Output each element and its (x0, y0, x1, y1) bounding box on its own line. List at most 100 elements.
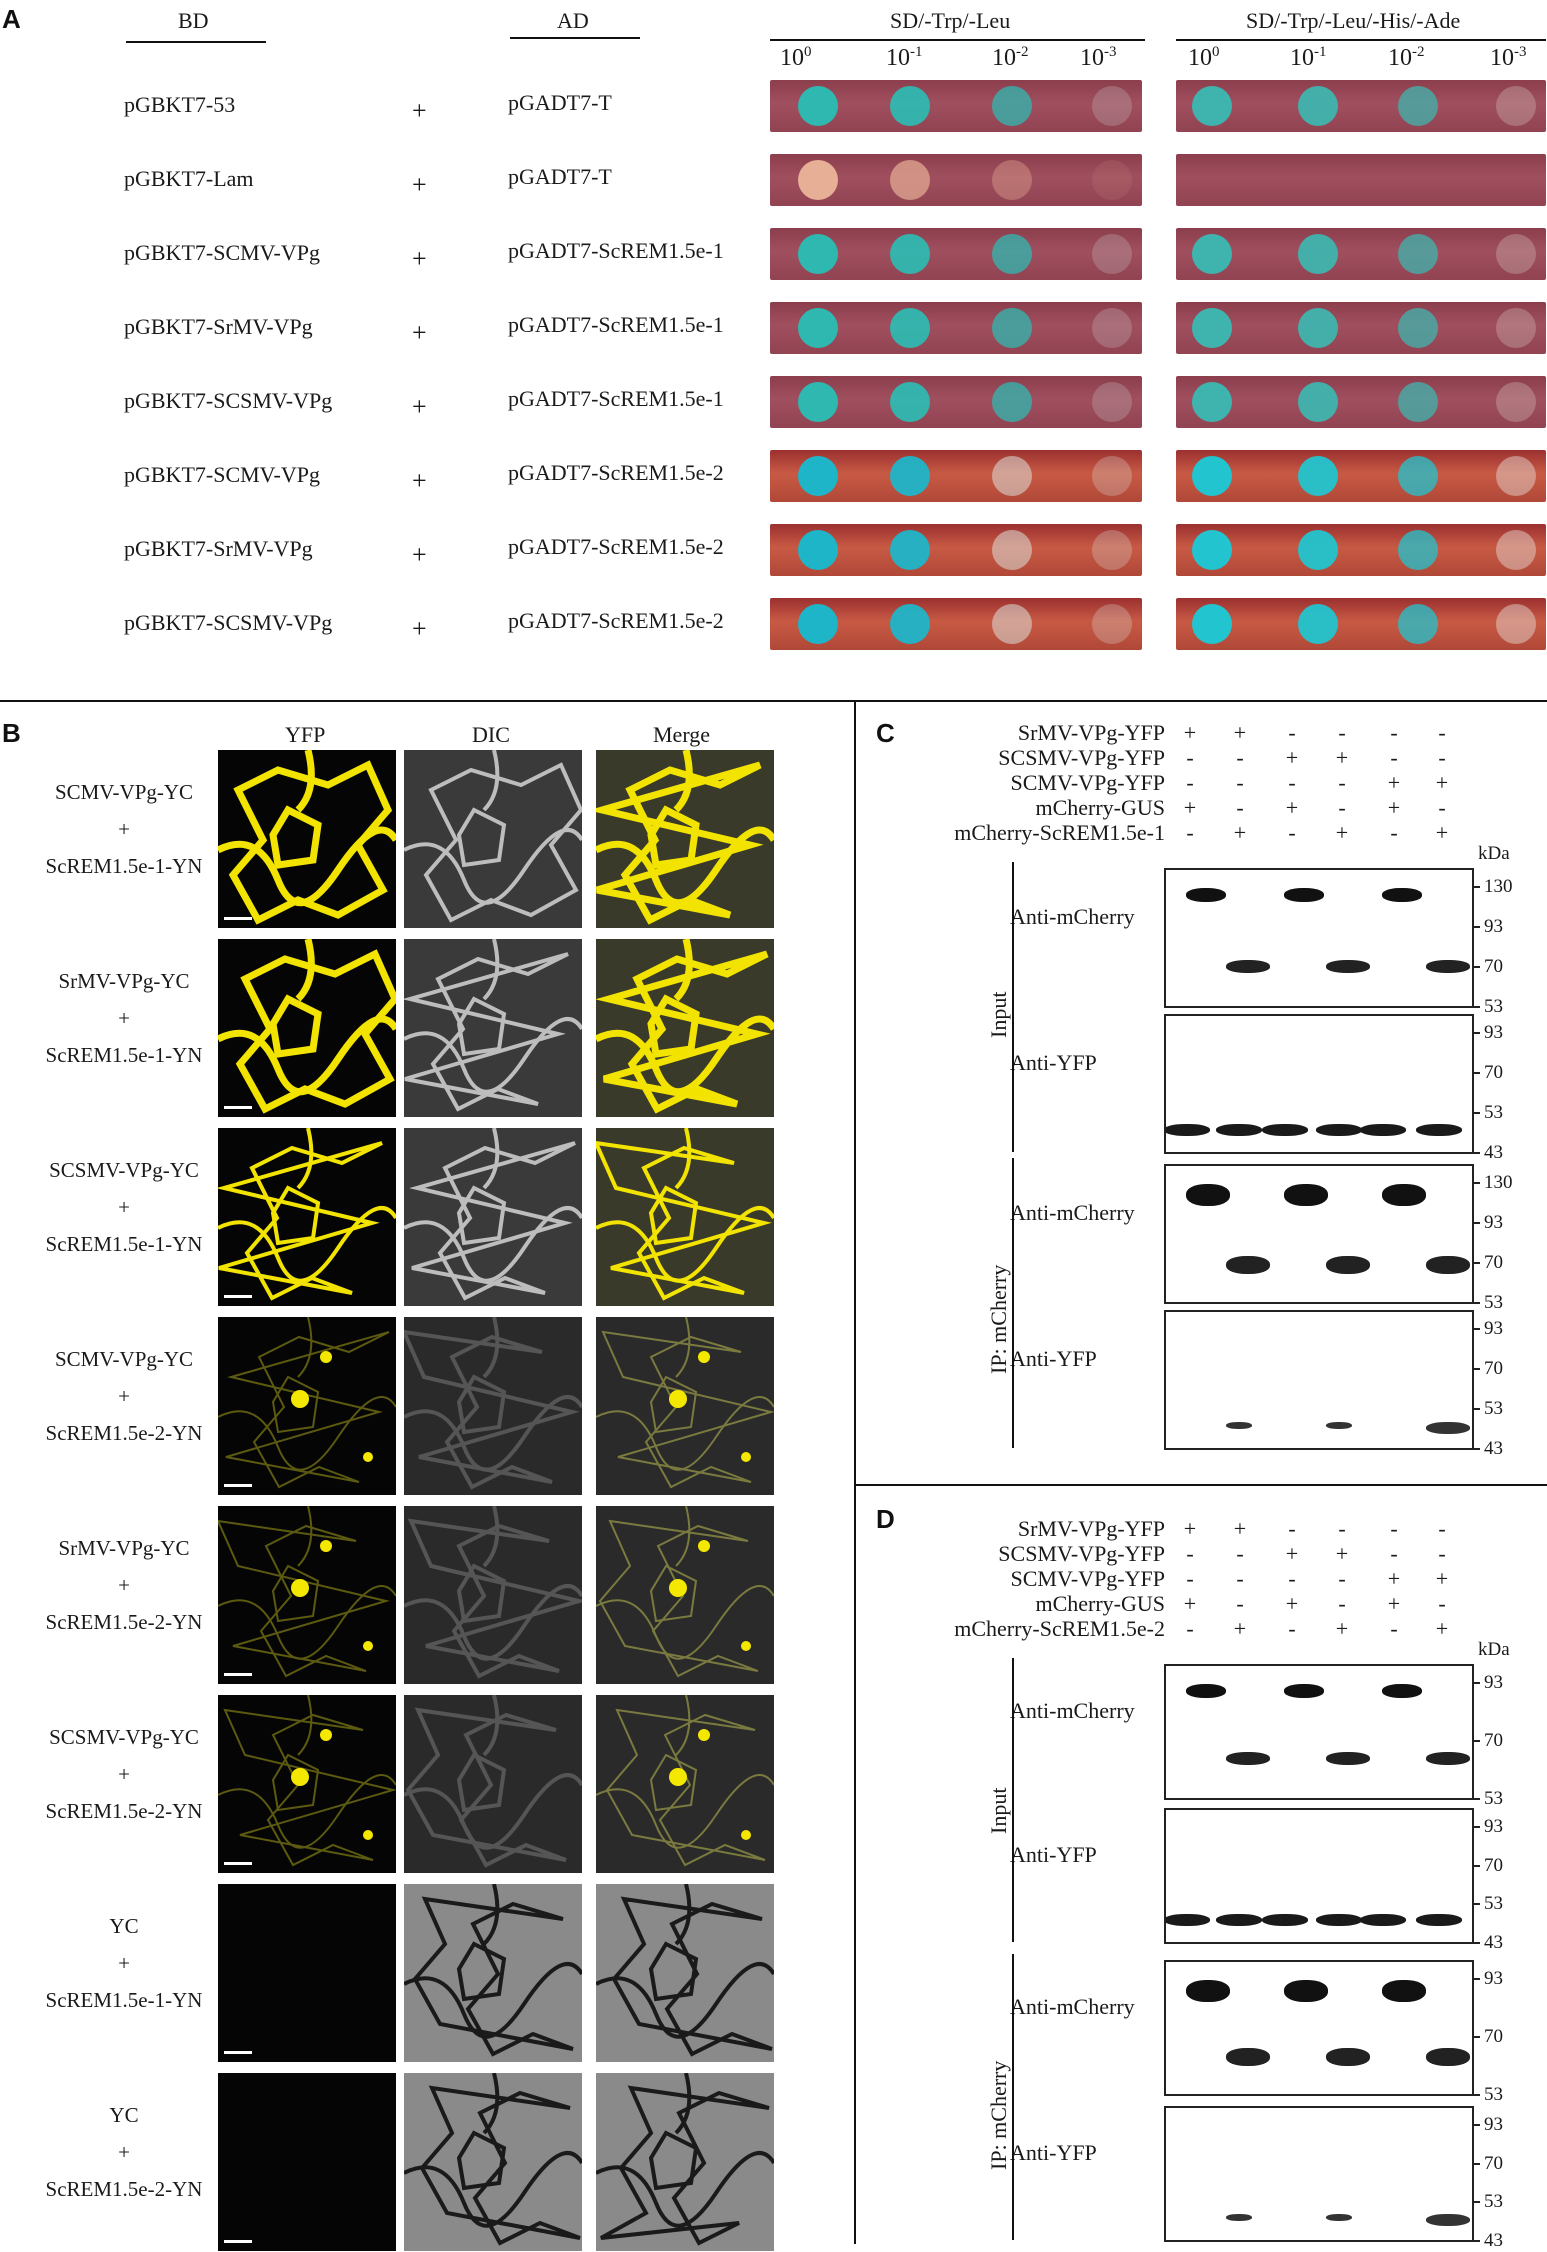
micrograph-yfp (218, 750, 396, 928)
marker-tick (1472, 2240, 1480, 2242)
treatment-sign: + (1335, 1541, 1349, 1566)
treatment-sign: - (1236, 795, 1244, 820)
marker-tick (1472, 1112, 1480, 1114)
bd-construct: pGBKT7-SrMV-VPg (124, 536, 313, 561)
colony-spot (992, 160, 1032, 200)
micrograph-dic (404, 1506, 582, 1684)
marker-kda: 70 (1484, 2026, 1503, 2047)
marker-tick (1472, 1740, 1480, 1742)
western-blot (1164, 1014, 1474, 1154)
bifc-row-label: SrMV-VPg-YC + ScREM1.5e-1-YN (0, 969, 248, 1068)
colony-spot (1496, 604, 1536, 644)
ad-construct: pGADT7-T (508, 164, 612, 189)
plus-sign: + (412, 392, 427, 421)
treatment-sign: - (1338, 770, 1346, 795)
rem-band (1326, 2048, 1370, 2066)
treatment-sign: - (1236, 1591, 1244, 1616)
rem-band (1226, 1752, 1270, 1765)
bifc-yn-construct: ScREM1.5e-2-YN (45, 1421, 203, 1445)
marker-kda: 93 (1484, 1212, 1503, 1233)
yfp-band (1166, 1914, 1210, 1926)
colony-spot (1298, 456, 1338, 496)
marker-tick (1472, 886, 1480, 888)
bifc-yc-construct: SrMV-VPg-YC (58, 1536, 190, 1560)
marker-kda: 53 (1484, 2084, 1503, 2105)
antibody-label: Anti-YFP (1010, 2140, 1097, 2165)
marker-tick (1472, 1006, 1480, 1008)
colony-spot (1398, 530, 1438, 570)
treatment-sign: - (1236, 1566, 1244, 1591)
marker-tick (1472, 2162, 1480, 2165)
treatment-sign: - (1390, 1616, 1398, 1641)
treatment-sign: + (1183, 795, 1197, 820)
antibody-label: Anti-YFP (1010, 1346, 1097, 1371)
bifc-yn-construct: ScREM1.5e-2-YN (45, 1610, 203, 1634)
rem-band (1426, 1256, 1470, 1274)
dilution-exponent: -2 (1016, 44, 1029, 60)
marker-tick (1472, 2124, 1480, 2126)
dilution-exponent: -3 (1104, 44, 1117, 60)
ad-header: AD (557, 8, 589, 33)
treatment-sign: - (1390, 745, 1398, 770)
medium-underline-2 (1176, 39, 1546, 41)
marker-tick (1472, 1448, 1480, 1450)
bifc-row-label: SCSMV-VPg-YC + ScREM1.5e-1-YN (0, 1158, 248, 1257)
kda-label: kDa (1478, 843, 1510, 864)
bifc-yc-construct: SCMV-VPg-YC (54, 780, 194, 804)
colony-spot (1092, 86, 1132, 126)
plate-sd-trp-leu-his-ade (1176, 302, 1546, 354)
dilution-exponent: 0 (804, 44, 812, 60)
gus-band (1382, 1184, 1426, 1206)
marker-kda: 70 (1484, 1062, 1503, 1083)
marker-kda: 43 (1484, 1932, 1503, 1953)
marker-tick (1472, 966, 1480, 968)
treatment-sign: - (1288, 770, 1296, 795)
treatment-sign: + (1233, 720, 1247, 745)
yfp-band (1426, 1422, 1470, 1434)
treatment-sign: - (1236, 745, 1244, 770)
plus-sign: + (118, 817, 130, 841)
marker-tick (1472, 2201, 1480, 2204)
rem-band (1426, 1752, 1470, 1765)
yfp-band (1262, 1914, 1308, 1926)
marker-tick (1472, 1798, 1480, 1800)
colony-spot (992, 86, 1032, 126)
scale-bar (224, 2051, 252, 2054)
marker-kda: 70 (1484, 956, 1503, 977)
colony-spot (890, 604, 930, 644)
marker-kda: 53 (1484, 1788, 1503, 1809)
colony-spot (1092, 382, 1132, 422)
colony-spot (1496, 530, 1536, 570)
treatment-label: SCMV-VPg-YFP (1010, 1566, 1165, 1591)
column-dic: DIC (472, 722, 510, 747)
panel-label-c: C (876, 718, 895, 748)
marker-tick (1472, 1302, 1480, 1304)
yfp-band (1326, 2214, 1352, 2221)
marker-kda: 43 (1484, 1142, 1503, 1163)
treatment-sign: - (1338, 1591, 1346, 1616)
plus-sign: + (118, 1573, 130, 1597)
micrograph-yfp (218, 1884, 396, 2062)
input-bracket (1012, 862, 1014, 1152)
treatment-sign: + (1435, 820, 1449, 845)
treatment-sign: - (1438, 1541, 1446, 1566)
colony-spot (1398, 382, 1438, 422)
treatment-sign: - (1438, 720, 1446, 745)
marker-kda: 93 (1484, 1022, 1503, 1043)
colony-spot (1192, 86, 1232, 126)
ip-bracket (1012, 1158, 1014, 1448)
gus-band (1284, 1980, 1328, 2002)
micrograph-merge (596, 1128, 774, 1306)
colony-spot (1192, 530, 1232, 570)
colony-spot (992, 604, 1032, 644)
colony-spot (1092, 160, 1132, 200)
treatment-sign: - (1236, 1541, 1244, 1566)
plate-sd-trp-leu-his-ade (1176, 154, 1546, 206)
treatment-sign: + (1335, 745, 1349, 770)
dilution-label: 100 (1188, 44, 1220, 72)
marker-tick (1472, 1408, 1480, 1410)
micrograph-yfp (218, 2073, 396, 2251)
dilution-label: 100 (780, 44, 812, 72)
treatment-sign: + (1285, 745, 1299, 770)
scale-bar (224, 1106, 252, 1109)
